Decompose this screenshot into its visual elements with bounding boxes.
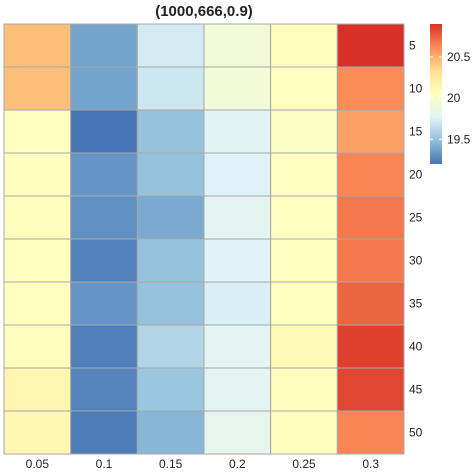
heatmap-cell xyxy=(336,281,405,326)
heatmap-cell xyxy=(3,195,72,240)
heatmap-cell xyxy=(136,410,205,455)
heatmap-cell xyxy=(136,195,205,240)
x-tick-label: 0.2 xyxy=(229,457,246,471)
colorbar-tick-label: 19.5 xyxy=(447,132,471,146)
x-axis-tick-labels: 0.05 0.1 0.15 0.2 0.25 0.3 xyxy=(26,457,380,471)
y-tick-label: 40 xyxy=(409,340,423,354)
heatmap-cell xyxy=(203,324,272,369)
x-tick-label: 0.1 xyxy=(96,457,113,471)
heatmap-cell xyxy=(270,281,338,326)
heatmap-cell xyxy=(70,66,138,111)
y-tick-label: 20 xyxy=(409,168,423,182)
heatmap-cell xyxy=(270,324,338,369)
heatmap-cell xyxy=(336,324,405,369)
heatmap-cell xyxy=(203,152,272,197)
y-axis-tick-labels: 5 10 15 20 25 30 35 40 45 50 xyxy=(409,39,423,440)
heatmap-cell xyxy=(3,66,72,111)
heatmap-cell xyxy=(270,66,338,111)
y-tick-label: 45 xyxy=(409,383,423,397)
heatmap-cell xyxy=(336,238,405,283)
heatmap-cell xyxy=(203,23,272,68)
heatmap-cell xyxy=(270,367,338,412)
heatmap-cell xyxy=(270,109,338,154)
heatmap-cell xyxy=(270,152,338,197)
heatmap-cell xyxy=(136,238,205,283)
colorbar-tick-label: 20.5 xyxy=(447,50,471,64)
heatmap-cell xyxy=(336,66,405,111)
heatmap-cell xyxy=(336,152,405,197)
heatmap-cell xyxy=(203,238,272,283)
y-tick-label: 5 xyxy=(409,39,416,53)
heatmap-cell xyxy=(203,109,272,154)
heatmap-cell xyxy=(136,281,205,326)
heatmap-cell xyxy=(70,324,138,369)
heatmap-cell xyxy=(3,281,72,326)
heatmap-cell xyxy=(136,367,205,412)
x-tick-label: 0.15 xyxy=(159,457,183,471)
x-tick-label: 0.3 xyxy=(362,457,379,471)
heatmap-cell xyxy=(3,324,72,369)
x-tick-label: 0.25 xyxy=(292,457,316,471)
heatmap-cell xyxy=(270,23,338,68)
heatmap-cell xyxy=(336,367,405,412)
heatmap-cell xyxy=(136,66,205,111)
heatmap-cell xyxy=(70,238,138,283)
heatmap-cell xyxy=(270,410,338,455)
heatmap-cell xyxy=(203,195,272,240)
heatmap-cell xyxy=(70,152,138,197)
colorbar-ticks: 19.5 20 20.5 xyxy=(430,50,471,146)
chart-title: (1000,666,0.9) xyxy=(155,3,253,20)
heatmap-cell xyxy=(70,195,138,240)
heatmap-cell xyxy=(3,109,72,154)
heatmap-cell xyxy=(270,195,338,240)
heatmap-cell xyxy=(3,367,72,412)
y-tick-label: 25 xyxy=(409,211,423,225)
heatmap-cell xyxy=(3,152,72,197)
y-tick-label: 10 xyxy=(409,82,423,96)
colorbar xyxy=(430,24,442,164)
heatmap-cell xyxy=(136,23,205,68)
heatmap-cell xyxy=(270,238,338,283)
heatmap-cell xyxy=(203,410,272,455)
heatmap-cell xyxy=(203,66,272,111)
heatmap-cell xyxy=(70,109,138,154)
heatmap-cell xyxy=(336,195,405,240)
y-tick-label: 50 xyxy=(409,426,423,440)
heatmap-cell xyxy=(3,23,72,68)
heatmap-cell xyxy=(3,238,72,283)
heatmap-cell xyxy=(203,281,272,326)
heatmap-cell xyxy=(70,23,138,68)
heatmap-cell xyxy=(336,23,405,68)
y-tick-label: 15 xyxy=(409,125,423,139)
heatmap-cell xyxy=(70,367,138,412)
colorbar-tick-label: 20 xyxy=(447,91,461,105)
heatmap-cell xyxy=(336,109,405,154)
heatmap-cell xyxy=(3,410,72,455)
heatmap-cell xyxy=(136,324,205,369)
heatmap-cell xyxy=(70,410,138,455)
heatmap-cell xyxy=(203,367,272,412)
heatmap-cell xyxy=(136,109,205,154)
heatmap-cell xyxy=(336,410,405,455)
x-tick-label: 0.05 xyxy=(26,457,50,471)
y-tick-label: 35 xyxy=(409,297,423,311)
heatmap-cell xyxy=(70,281,138,326)
y-tick-label: 30 xyxy=(409,254,423,268)
heatmap-cell xyxy=(136,152,205,197)
heatmap-cells xyxy=(3,23,405,455)
